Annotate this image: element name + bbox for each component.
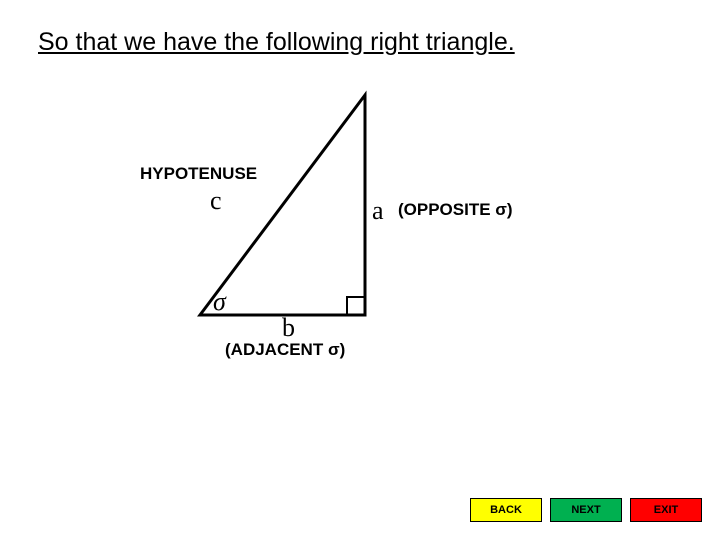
- side-a-label: a: [372, 196, 384, 226]
- side-b-label: b: [282, 313, 295, 343]
- adjacent-label: (ADJACENT σ): [225, 340, 345, 360]
- triangle-shape: [200, 95, 365, 315]
- next-button[interactable]: NEXT: [550, 498, 622, 522]
- right-angle-marker: [347, 297, 365, 315]
- back-button[interactable]: BACK: [470, 498, 542, 522]
- exit-button[interactable]: EXIT: [630, 498, 702, 522]
- triangle-diagram: HYPOTENUSE c a (OPPOSITE σ) σ b (ADJACEN…: [140, 90, 540, 370]
- triangle-svg: [140, 90, 540, 370]
- sigma-angle-label: σ: [213, 287, 226, 317]
- side-c-label: c: [210, 186, 222, 216]
- hypotenuse-label: HYPOTENUSE: [140, 164, 257, 184]
- page-title: So that we have the following right tria…: [38, 28, 515, 57]
- nav-button-group: BACK NEXT EXIT: [470, 498, 702, 522]
- opposite-label: (OPPOSITE σ): [398, 200, 513, 220]
